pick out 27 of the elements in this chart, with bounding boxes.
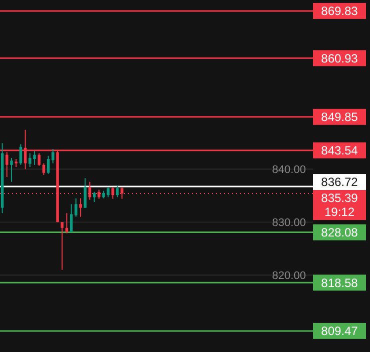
candlestick [106, 186, 110, 198]
text: 19:12 [324, 205, 355, 220]
ref-line-label: 836.72 [321, 175, 358, 190]
ref-line-label: 869.83 [321, 4, 358, 18]
ref-line-label: 849.85 [321, 110, 358, 124]
ref-line-label: 860.93 [321, 51, 358, 66]
candlestick [74, 198, 78, 218]
y-tick-label: 830.00 [272, 216, 306, 229]
candlestick [38, 152, 41, 166]
candlestick [84, 178, 87, 208]
candlestick [111, 186, 114, 200]
y-tick-label: 820.00 [272, 270, 306, 282]
ref-line-label: 835.39 [321, 191, 358, 206]
ref-line-label: 828.08 [321, 226, 358, 240]
ref-line-label: 809.47 [321, 324, 358, 338]
candlestick [70, 204, 73, 233]
candlestick [79, 198, 82, 218]
candlestick [10, 157, 13, 182]
candlestick [46, 155, 50, 174]
ref-line-label: 843.54 [321, 144, 358, 158]
y-tick-label: 840.00 [272, 164, 306, 176]
ref-line-label: 818.58 [321, 276, 358, 290]
candlestick [116, 186, 119, 198]
candlestick [60, 222, 64, 270]
candlestick [19, 144, 22, 166]
candlestick [52, 148, 54, 164]
candlestick [42, 162, 46, 176]
